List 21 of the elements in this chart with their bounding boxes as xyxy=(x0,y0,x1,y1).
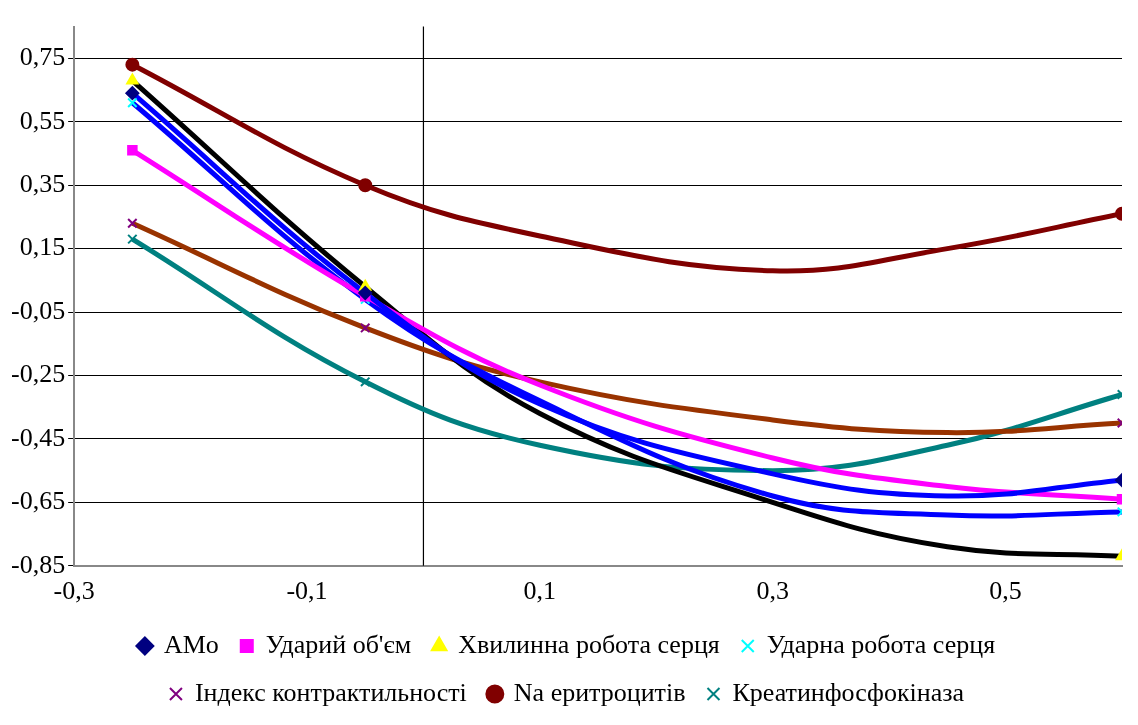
legend-label: Na еритроцитів xyxy=(513,677,686,707)
legend-label: Хвилинна робота серця xyxy=(458,629,720,659)
y-tick-label: 0,75 xyxy=(19,42,66,72)
x-tick-label: 0,5 xyxy=(989,576,1022,606)
x-tick-label: -0,3 xyxy=(53,576,95,606)
x-tick-label: 0,1 xyxy=(523,576,557,606)
y-tick-label: -0,85 xyxy=(10,549,66,579)
y-tick-label: -0,45 xyxy=(10,422,66,452)
y-tick-label: 0,15 xyxy=(19,232,66,262)
legend-label: Ударна робота серця xyxy=(766,629,996,659)
legend-label: Ударий об'єм xyxy=(265,629,412,659)
y-tick-label: -0,65 xyxy=(10,486,66,516)
legend-label: Креатинфосфокіназа xyxy=(732,677,965,707)
y-tick-label: 0,55 xyxy=(19,105,66,135)
legend-label: Індекс контрактильності xyxy=(194,677,467,707)
y-tick-label: -0,25 xyxy=(10,359,66,389)
x-tick-label: 0,3 xyxy=(756,576,789,606)
legend-label: AMo xyxy=(163,629,219,659)
y-tick-label: 0,35 xyxy=(19,169,66,199)
x-tick-label: -0,1 xyxy=(286,576,328,606)
y-tick-label: -0,05 xyxy=(10,295,66,325)
